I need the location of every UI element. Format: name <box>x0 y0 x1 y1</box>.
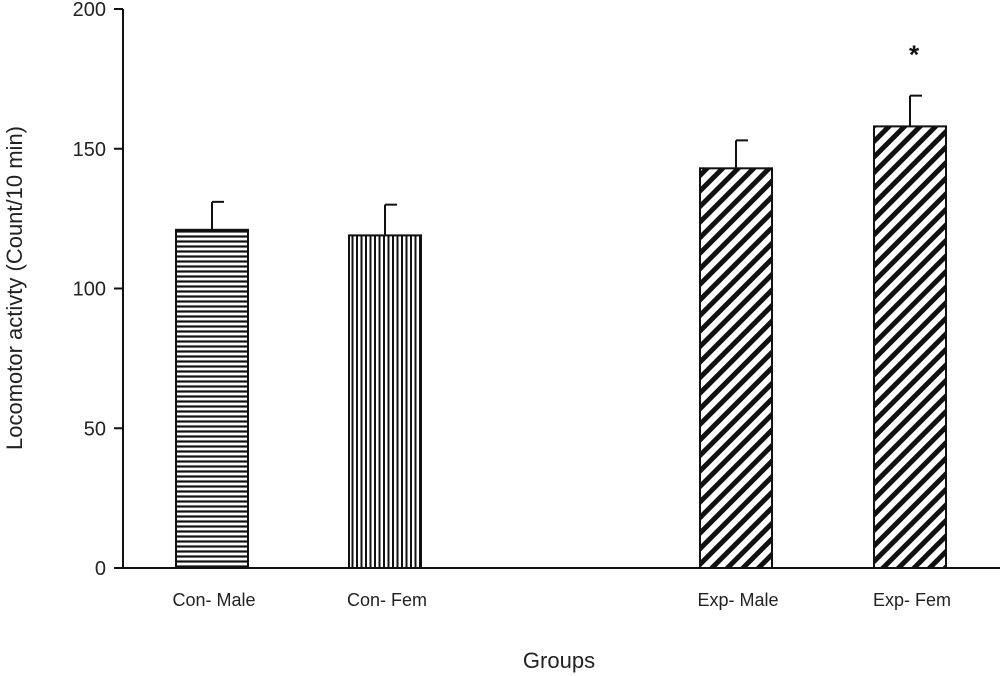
y-ticks: 0 50 100 150 200 <box>73 0 123 580</box>
significance-marker: * <box>909 40 920 70</box>
y-axis-title: Locomotor activty (Count/10 min) <box>2 126 27 450</box>
category-label: Exp- Male <box>697 590 778 610</box>
y-tick-label: 150 <box>73 139 106 161</box>
category-label: Con- Fem <box>347 590 427 610</box>
bar-con-male <box>175 228 249 569</box>
bar-con-fem <box>348 234 422 570</box>
category-label: Exp- Fem <box>873 590 951 610</box>
category-label: Con- Male <box>172 590 255 610</box>
y-tick-label: 100 <box>73 279 106 301</box>
bar-exp-male <box>699 167 773 569</box>
category-labels: Con- Male Con- Fem Exp- Male Exp- Fem <box>172 590 951 610</box>
y-tick-label: 0 <box>95 558 106 580</box>
bar-exp-fem <box>873 125 947 569</box>
bars: * <box>175 40 947 570</box>
axes <box>122 9 1000 569</box>
y-tick-label: 200 <box>73 0 106 21</box>
y-tick-label: 50 <box>84 418 106 440</box>
x-axis-title: Groups <box>523 648 595 673</box>
